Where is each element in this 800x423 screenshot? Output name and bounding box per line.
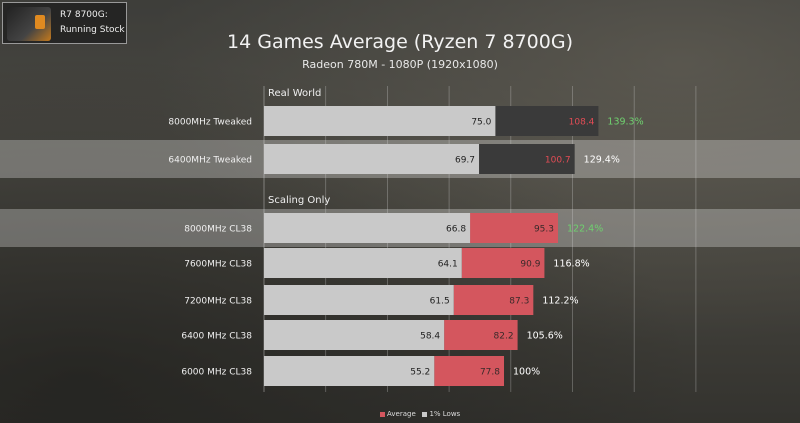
average-value-label: 77.8 — [480, 368, 500, 378]
category-label: 8000MHz Tweaked — [168, 118, 252, 128]
percent-label: 105.6% — [527, 331, 563, 342]
percent-label: 129.4% — [584, 155, 620, 166]
average-bar — [461, 248, 545, 278]
average-bar — [495, 106, 599, 136]
average-value-label: 87.3 — [509, 297, 529, 307]
legend-average-label: Average — [387, 410, 416, 418]
badge-line-2: Running Stock — [60, 25, 125, 35]
average-value-label: 108.4 — [569, 118, 595, 128]
average-bar — [453, 285, 534, 315]
lows-value-label: 58.4 — [420, 332, 440, 342]
lows-value-label: 69.7 — [455, 156, 475, 166]
chart-title: 14 Games Average (Ryzen 7 8700G) — [227, 31, 573, 53]
lows-value-label: 64.1 — [438, 260, 458, 270]
lows-bar — [264, 356, 435, 386]
lows-bar — [264, 248, 462, 278]
cpu-box-icon — [7, 7, 51, 41]
legend-lows-swatch — [422, 411, 428, 417]
lows-bar — [264, 106, 496, 136]
category-label: 6000 MHz CL38 — [181, 368, 252, 378]
section-label: Scaling Only — [268, 195, 330, 206]
cpu-badge: R7 8700G: Running Stock — [2, 2, 127, 44]
percent-label: 116.8% — [553, 259, 589, 270]
badge-line-1: R7 8700G: — [60, 10, 108, 20]
average-bar — [479, 144, 575, 174]
average-value-label: 82.2 — [494, 332, 514, 342]
lows-value-label: 75.0 — [471, 118, 491, 128]
lows-value-label: 66.8 — [446, 225, 466, 235]
category-label: 7600MHz CL38 — [184, 260, 252, 270]
lows-value-label: 61.5 — [430, 297, 450, 307]
percent-label: 139.3% — [607, 117, 643, 128]
category-label: 6400MHz Tweaked — [168, 156, 252, 166]
chart-legend: Average 1% Lows — [380, 410, 460, 418]
category-label: 7200MHz CL38 — [184, 297, 252, 307]
average-bar — [434, 356, 505, 386]
lows-bar — [264, 144, 480, 174]
average-bar — [444, 320, 518, 350]
section-label: Real World — [268, 88, 321, 99]
lows-value-label: 55.2 — [410, 368, 430, 378]
percent-label: 100% — [513, 367, 540, 378]
average-value-label: 90.9 — [520, 260, 540, 270]
chart-subtitle: Radeon 780M - 1080P (1920x1080) — [302, 58, 498, 71]
legend-lows-label: 1% Lows — [429, 410, 461, 418]
legend-average-swatch — [380, 411, 385, 417]
average-bar — [470, 213, 559, 243]
average-value-label: 95.3 — [534, 225, 554, 235]
lows-bar — [264, 320, 445, 350]
percent-label: 112.2% — [542, 296, 578, 307]
lows-bar — [264, 285, 454, 315]
lows-bar — [264, 213, 471, 243]
category-label: 8000MHz CL38 — [184, 225, 252, 235]
average-value-label: 100.7 — [545, 156, 571, 166]
category-label: 6400 MHz CL38 — [181, 332, 252, 342]
percent-label: 122.4% — [567, 224, 603, 235]
